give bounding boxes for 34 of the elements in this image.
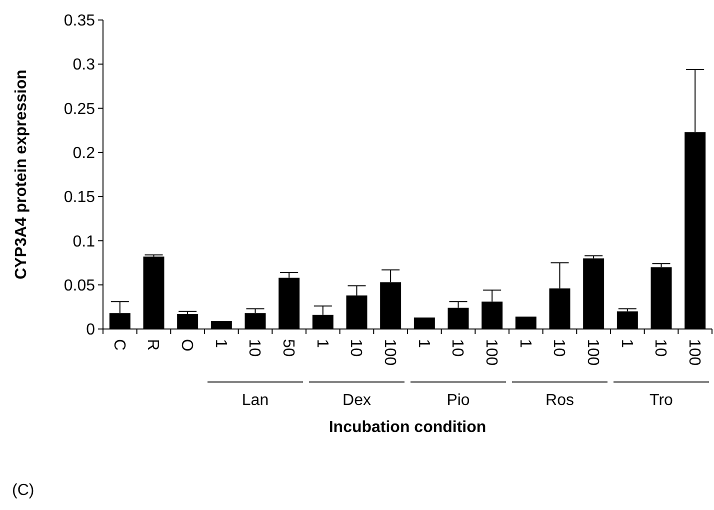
x-tick-label: 10 — [550, 339, 568, 357]
text: Ros — [546, 392, 574, 409]
y-tick-label: 0.25 — [64, 100, 96, 118]
text: Tro — [650, 392, 674, 409]
x-tick-label: 100 — [482, 339, 500, 366]
x-tick-label: O — [178, 339, 195, 352]
x-tick-label: 1 — [516, 339, 534, 348]
y-tick-label: 0.35 — [64, 12, 96, 30]
x-tick-label: 10 — [448, 339, 466, 357]
text: Lan — [242, 392, 269, 409]
x-tick-label: 1 — [414, 339, 432, 348]
y-axis-title: CYP3A4 protein expression — [13, 70, 30, 280]
text: Dex — [342, 392, 371, 409]
x-tick-label: 100 — [685, 339, 702, 366]
y-tick-label: 0.15 — [64, 189, 96, 206]
y-tick-label: 0 — [86, 322, 96, 339]
text: Pio — [446, 392, 470, 409]
y-tick-label: 0.3 — [72, 56, 96, 74]
x-tick-label: 50 — [279, 339, 296, 357]
x-tick-label: 10 — [652, 339, 669, 357]
x-tick-label: R — [144, 339, 162, 351]
y-tick-label: 0.05 — [64, 277, 96, 294]
x-axis-title: Incubation condition — [328, 419, 486, 436]
x-tick-label: 100 — [584, 339, 601, 366]
x-tick-label: C — [110, 339, 128, 351]
x-tick-label: 100 — [380, 339, 398, 366]
x-tick-label: 10 — [246, 339, 263, 357]
x-tick-label: 1 — [618, 339, 635, 348]
y-tick-label: 0.2 — [72, 145, 96, 162]
x-tick-label: 1 — [212, 339, 229, 348]
x-tick-label: 10 — [347, 339, 364, 357]
text: (C) — [12, 482, 34, 499]
y-tick-label: 0.1 — [72, 233, 96, 250]
x-tick-label: 1 — [313, 339, 330, 348]
